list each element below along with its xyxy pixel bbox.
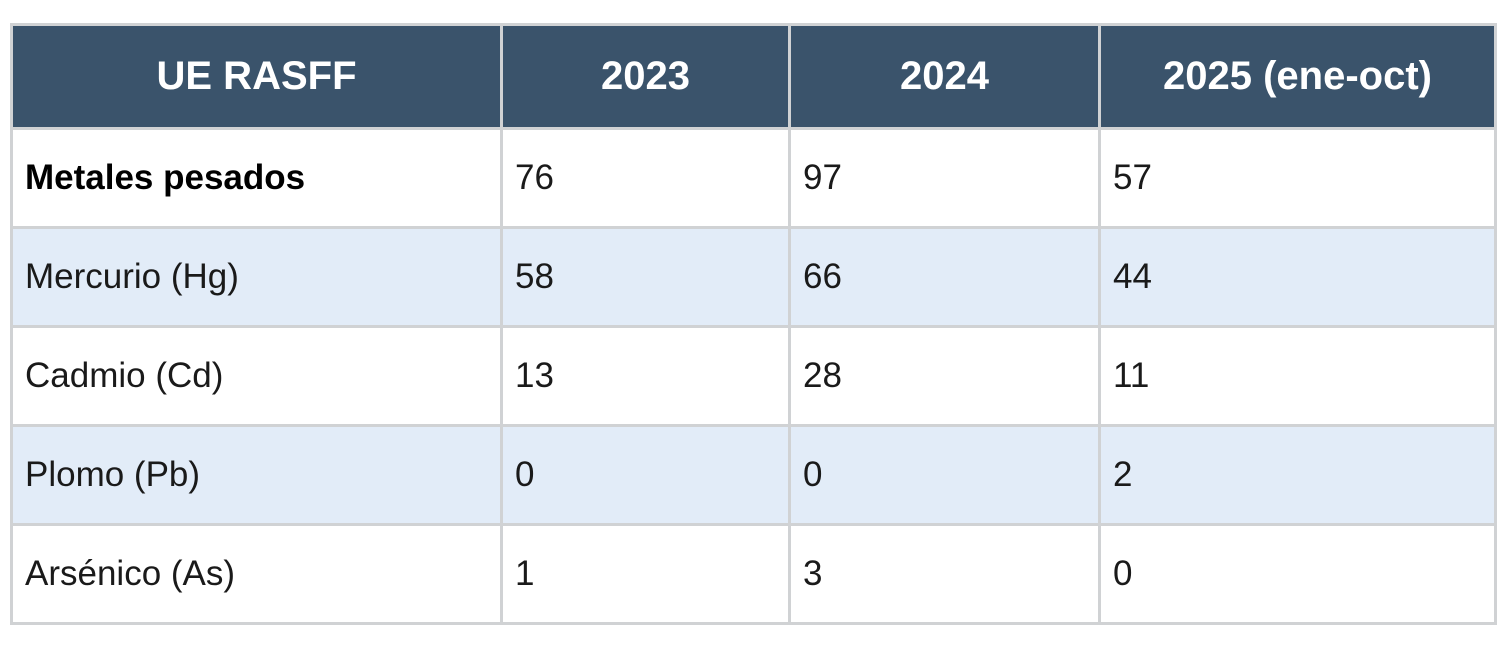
row-label: Cadmio (Cd)	[10, 325, 503, 427]
cell-value-2023: 1	[500, 523, 791, 625]
column-header-source: UE RASFF	[10, 23, 503, 130]
cell-value-2023: 58	[500, 226, 791, 328]
table-row-mercurio: Mercurio (Hg) 58 66 44	[10, 226, 1497, 328]
cell-value-2024: 0	[788, 424, 1101, 526]
column-header-2023: 2023	[500, 23, 791, 130]
cell-value-2025: 57	[1098, 127, 1497, 229]
cell-value-2025: 11	[1098, 325, 1497, 427]
cell-value-2023: 13	[500, 325, 791, 427]
row-label: Plomo (Pb)	[10, 424, 503, 526]
column-header-2024: 2024	[788, 23, 1101, 130]
cell-value-2024: 97	[788, 127, 1101, 229]
table-row-plomo: Plomo (Pb) 0 0 2	[10, 424, 1497, 526]
table-row-metales-pesados: Metales pesados 76 97 57	[10, 127, 1497, 229]
table-row-cadmio: Cadmio (Cd) 13 28 11	[10, 325, 1497, 427]
rasff-table-container: UE RASFF 2023 2024 2025 (ene-oct) Metale…	[10, 23, 1497, 625]
rasff-table: UE RASFF 2023 2024 2025 (ene-oct) Metale…	[10, 23, 1497, 625]
cell-value-2024: 28	[788, 325, 1101, 427]
cell-value-2023: 0	[500, 424, 791, 526]
header-row: UE RASFF 2023 2024 2025 (ene-oct)	[10, 23, 1497, 130]
table-row-arsenico: Arsénico (As) 1 3 0	[10, 523, 1497, 625]
cell-value-2025: 0	[1098, 523, 1497, 625]
cell-value-2025: 2	[1098, 424, 1497, 526]
column-header-2025: 2025 (ene-oct)	[1098, 23, 1497, 130]
row-label: Arsénico (As)	[10, 523, 503, 625]
row-label: Mercurio (Hg)	[10, 226, 503, 328]
cell-value-2024: 3	[788, 523, 1101, 625]
row-label: Metales pesados	[10, 127, 503, 229]
cell-value-2024: 66	[788, 226, 1101, 328]
cell-value-2023: 76	[500, 127, 791, 229]
cell-value-2025: 44	[1098, 226, 1497, 328]
